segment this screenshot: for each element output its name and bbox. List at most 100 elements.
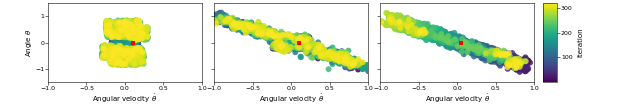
Point [454,40,464,41]
Point [118,42,129,44]
Point [126,25,136,26]
Point [408,21,419,23]
Point [264,41,275,43]
Point [303,38,314,40]
Point [452,45,462,47]
Point [324,52,334,54]
Point [243,26,253,27]
Point [117,64,127,65]
Point [123,38,133,40]
Point [483,48,493,50]
Point [309,52,319,54]
Point [115,48,125,50]
Point [110,52,120,53]
Point [274,38,284,39]
Point [136,52,147,54]
Point [115,36,125,38]
Point [303,40,313,42]
Point [268,34,278,36]
Point [125,46,135,48]
Point [131,29,141,30]
Point [472,48,483,50]
Point [131,47,141,48]
Point [408,21,418,23]
Point [119,59,129,60]
Point [466,47,476,49]
Point [118,36,128,38]
Point [502,62,513,64]
Point [104,23,115,25]
Point [110,30,120,32]
Point [124,59,134,61]
Point [129,41,140,43]
Point [127,42,138,44]
Point [131,20,141,21]
Point [124,53,134,55]
Point [428,35,438,37]
Point [109,37,120,39]
Point [390,27,401,29]
Point [121,63,131,64]
Point [232,19,243,21]
Point [477,44,487,46]
Point [299,46,309,47]
Point [257,34,267,35]
Point [319,58,329,59]
Point [510,57,520,59]
Point [109,62,120,64]
Point [463,47,474,48]
Point [286,38,296,39]
Point [112,22,122,23]
Point [330,59,340,61]
Point [467,47,477,49]
Point [106,46,116,47]
Point [464,48,474,50]
Point [125,34,135,36]
Point [344,58,354,59]
Point [131,43,141,44]
Point [110,32,120,34]
Point [124,43,134,45]
Point [309,47,319,48]
Point [459,46,469,48]
Point [209,17,220,18]
Point [349,58,360,59]
Point [502,54,513,56]
Point [292,37,302,39]
Point [513,61,524,62]
Point [111,51,121,53]
Point [276,47,286,49]
Point [509,62,519,64]
Point [471,49,481,51]
Point [275,37,285,39]
Point [452,40,463,42]
Point [289,36,300,37]
Point [124,36,134,37]
Point [452,45,463,47]
Point [400,29,410,30]
Point [317,51,328,52]
Point [332,56,342,58]
Point [492,51,502,52]
Point [514,61,524,62]
Point [323,55,333,57]
Point [477,50,487,52]
Point [354,62,364,64]
Point [353,61,364,63]
Point [422,30,433,31]
Point [424,37,435,39]
Point [117,49,127,51]
Point [274,37,284,39]
Point [230,26,240,28]
Point [324,55,334,57]
Point [405,23,415,25]
Point [497,54,507,56]
Point [423,36,433,38]
Point [353,58,364,60]
Point [314,50,324,52]
Point [125,38,135,39]
Point [252,31,262,33]
Point [119,48,129,49]
Point [344,67,355,68]
Point [122,49,132,51]
